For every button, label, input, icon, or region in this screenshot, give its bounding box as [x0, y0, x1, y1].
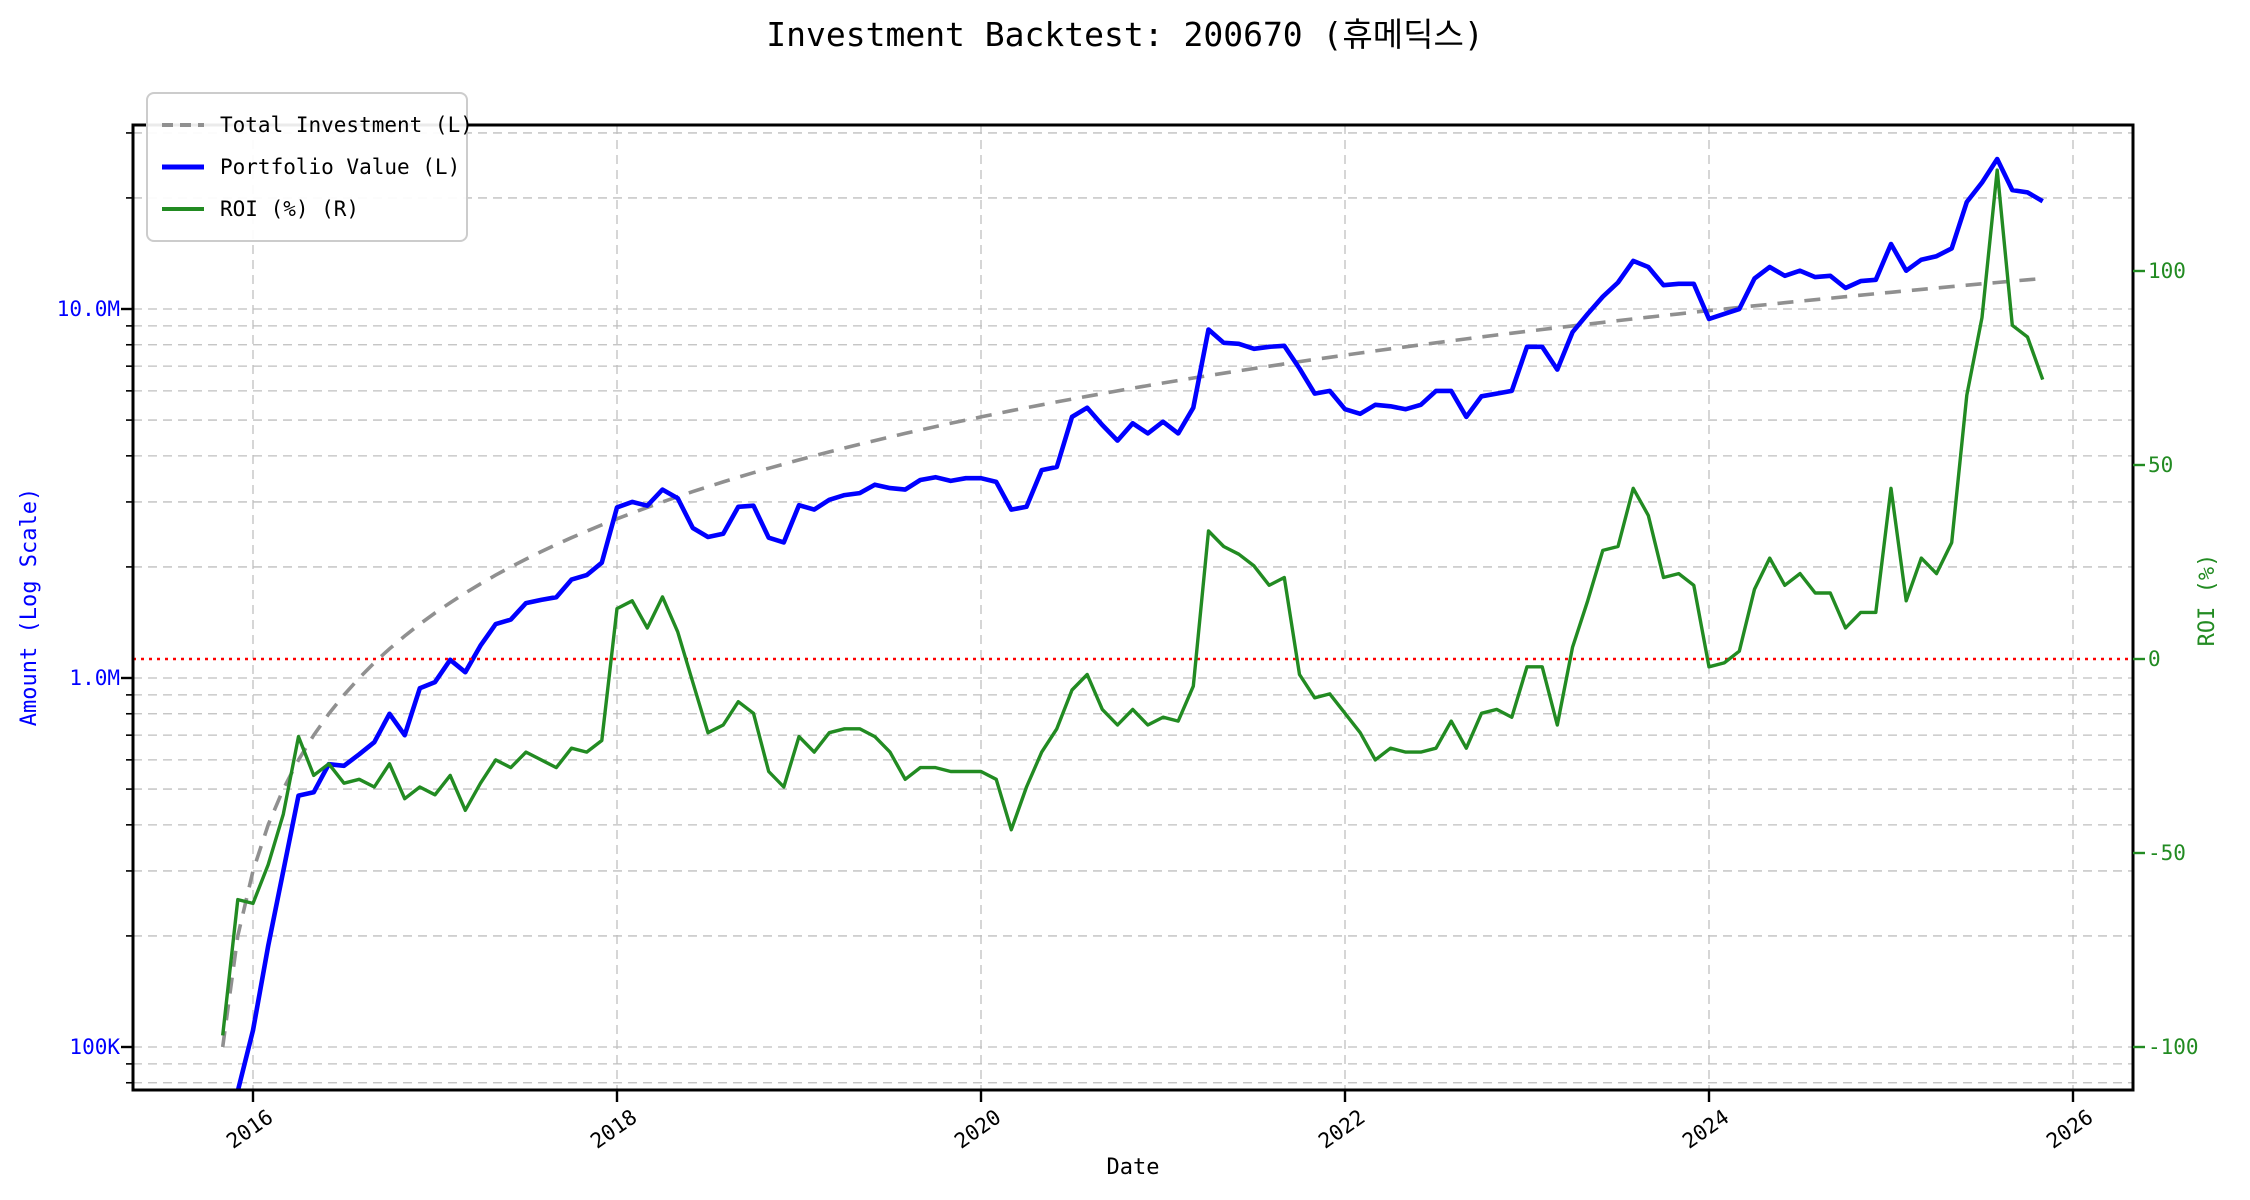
ytick-left-10m: 10.0M	[56, 297, 120, 321]
solid-line-icon	[162, 164, 204, 170]
legend-item-total-investment: Total Investment (L)	[160, 104, 473, 146]
ytick-right-50: 50	[2148, 453, 2174, 477]
legend-box: Total Investment (L) Portfolio Value (L)…	[146, 92, 473, 242]
y-axis-label-left: Amount (Log Scale)	[17, 487, 42, 727]
ytick-right-n50: -50	[2148, 841, 2186, 865]
ytick-right-n100: -100	[2148, 1035, 2199, 1059]
dashed-line-icon	[162, 123, 204, 127]
legend-label: Portfolio Value (L)	[220, 155, 461, 179]
legend-item-portfolio-value: Portfolio Value (L)	[160, 146, 460, 188]
legend-label: Total Investment (L)	[220, 113, 473, 137]
y-axis-label-right: ROI (%)	[2195, 553, 2220, 647]
x-axis-label: Date	[1106, 1155, 1160, 1180]
legend-item-roi: ROI (%) (R)	[160, 188, 454, 230]
solid-line-icon	[162, 207, 204, 211]
ytick-left-1m: 1.0M	[69, 666, 120, 690]
ytick-left-100k: 100K	[69, 1035, 120, 1059]
ytick-right-0: 0	[2148, 647, 2161, 671]
ytick-right-100: 100	[2148, 259, 2186, 283]
legend-label: ROI (%) (R)	[220, 197, 360, 221]
chart-title: Investment Backtest: 200670 (휴메딕스)	[766, 15, 1484, 54]
